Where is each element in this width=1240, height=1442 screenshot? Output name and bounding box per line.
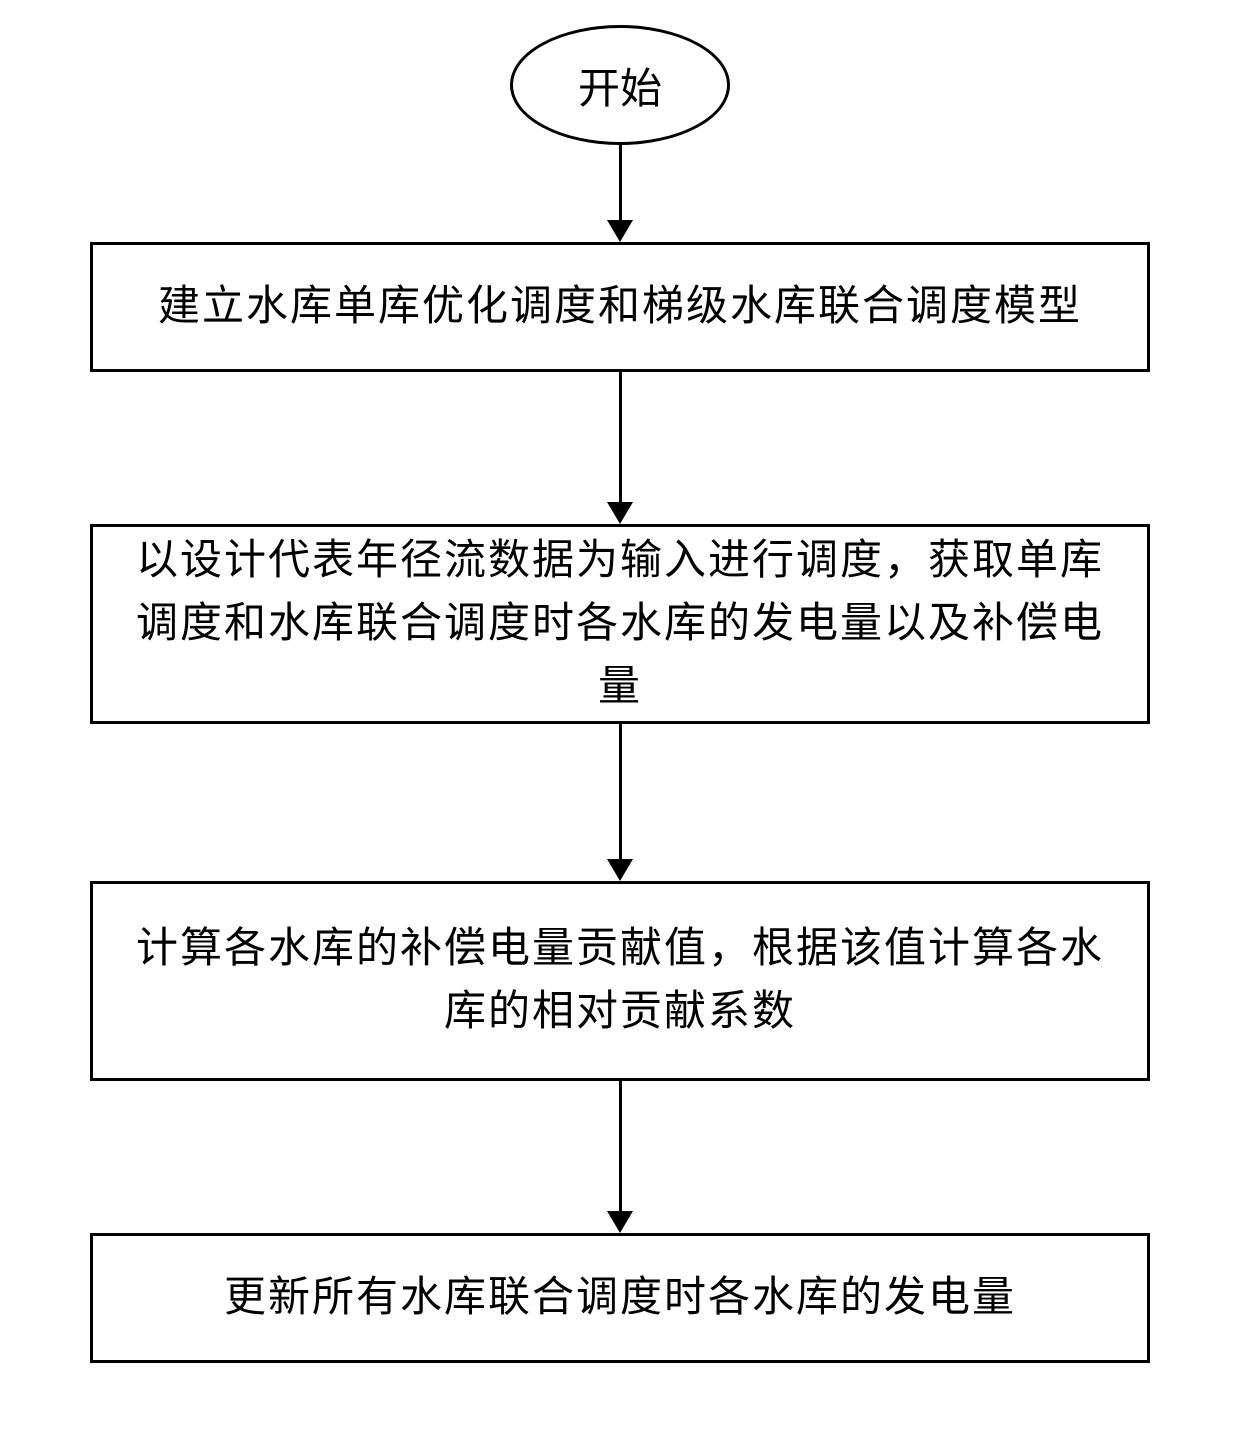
arrow-head-icon — [607, 1211, 633, 1233]
arrow-head-icon — [607, 859, 633, 881]
arrow-head-icon — [607, 502, 633, 524]
process-step-2-label: 以设计代表年径流数据为输入进行调度，获取单库调度和水库联合调度时各水库的发电量以… — [133, 530, 1107, 719]
process-step-2: 以设计代表年径流数据为输入进行调度，获取单库调度和水库联合调度时各水库的发电量以… — [90, 524, 1150, 724]
process-step-1: 建立水库单库优化调度和梯级水库联合调度模型 — [90, 242, 1150, 372]
process-step-3-label: 计算各水库的补偿电量贡献值，根据该值计算各水库的相对贡献系数 — [133, 918, 1107, 1044]
arrow-line — [619, 145, 622, 220]
start-node: 开始 — [510, 25, 730, 145]
arrow-1 — [607, 145, 633, 242]
process-step-4: 更新所有水库联合调度时各水库的发电量 — [90, 1233, 1150, 1363]
process-step-4-label: 更新所有水库联合调度时各水库的发电量 — [224, 1267, 1016, 1330]
arrow-head-icon — [607, 220, 633, 242]
arrow-3 — [607, 724, 633, 881]
arrow-line — [619, 1081, 622, 1211]
process-step-3: 计算各水库的补偿电量贡献值，根据该值计算各水库的相对贡献系数 — [90, 881, 1150, 1081]
process-step-1-label: 建立水库单库优化调度和梯级水库联合调度模型 — [158, 276, 1082, 339]
arrow-4 — [607, 1081, 633, 1233]
arrow-2 — [607, 372, 633, 524]
flowchart-container: 开始 建立水库单库优化调度和梯级水库联合调度模型 以设计代表年径流数据为输入进行… — [70, 25, 1170, 1363]
arrow-line — [619, 372, 622, 502]
arrow-line — [619, 724, 622, 859]
start-label: 开始 — [578, 55, 662, 116]
